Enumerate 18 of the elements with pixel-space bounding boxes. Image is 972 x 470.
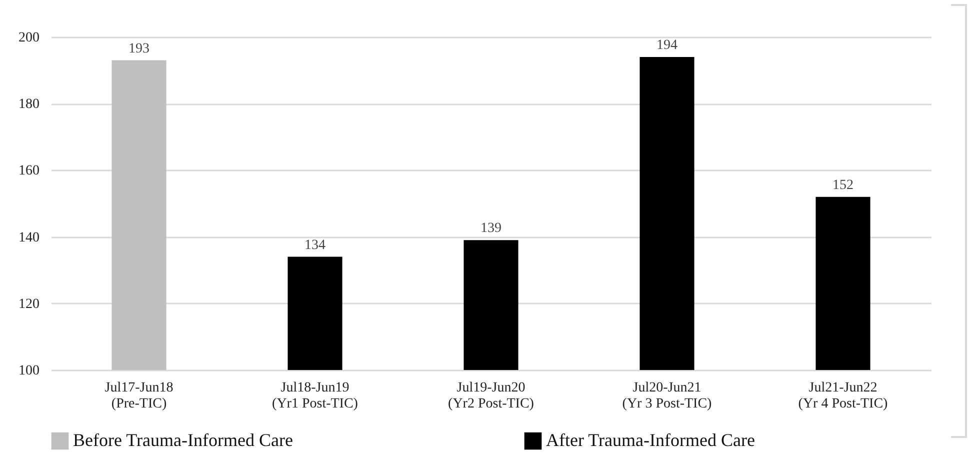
x-tick-label: Jul18-Jun19 (Yr1 Post-TIC) xyxy=(272,380,358,412)
data-label: 139 xyxy=(480,221,502,236)
y-tick-label: 160 xyxy=(18,164,40,179)
y-tick-label: 140 xyxy=(18,230,40,246)
legend-label: Before Trauma-Informed Care xyxy=(73,430,293,450)
data-label: 193 xyxy=(128,41,150,56)
x-tick-label: Jul19-Jun20 (Yr2 Post-TIC) xyxy=(448,380,534,412)
data-label: 152 xyxy=(832,178,854,193)
y-tick-label: 180 xyxy=(18,97,40,112)
y-tick-label: 100 xyxy=(18,364,40,378)
data-label: 194 xyxy=(656,38,678,53)
x-tick-label: Jul17-Jun18 (Pre-TIC) xyxy=(104,380,174,412)
data-label: 134 xyxy=(304,238,326,253)
y-tick-label: 200 xyxy=(18,30,40,46)
x-tick-label: Jul20-Jun21 (Yr 3 Post-TIC) xyxy=(622,380,712,412)
x-tick-label: Jul21-Jun22 (Yr 4 Post-TIC) xyxy=(798,380,888,412)
y-tick-label: 120 xyxy=(18,296,40,312)
legend-label: After Trauma-Informed Care xyxy=(546,430,755,450)
